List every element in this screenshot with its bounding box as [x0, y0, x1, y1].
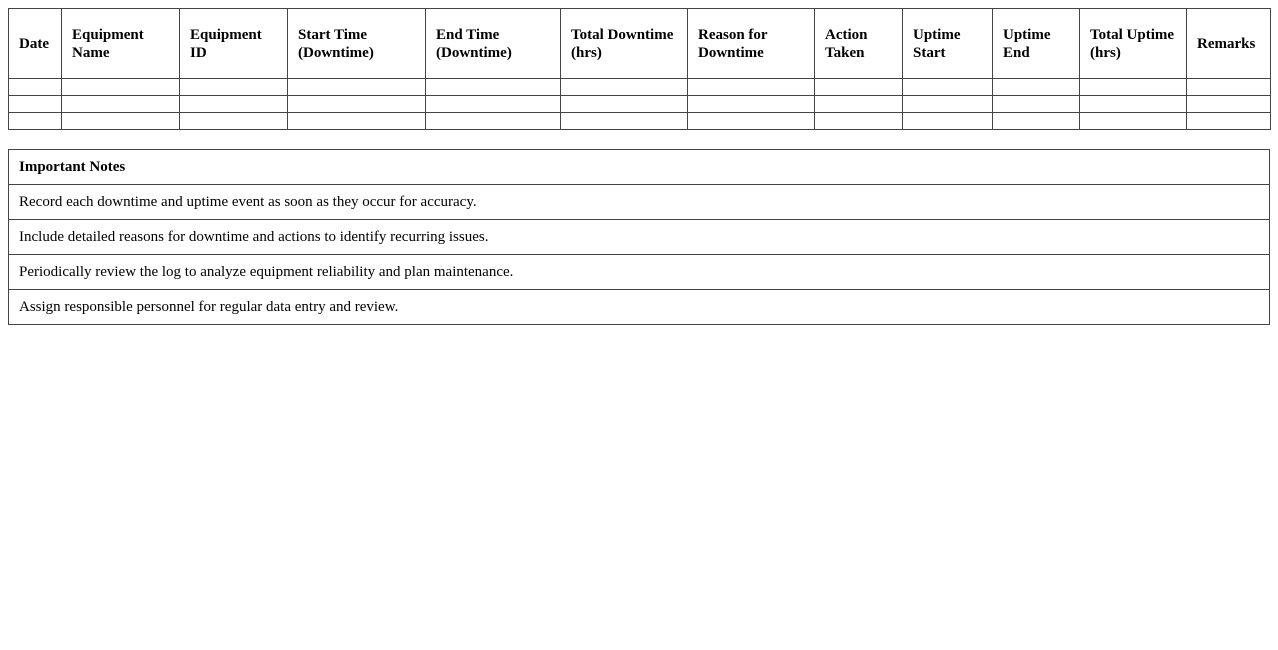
- table-cell[interactable]: [287, 78, 426, 96]
- table-cell[interactable]: [992, 95, 1080, 113]
- column-header: Total Uptime (hrs): [1079, 8, 1187, 79]
- table-cell[interactable]: [179, 112, 288, 130]
- table-cell[interactable]: [8, 95, 62, 113]
- table-row: [8, 78, 1271, 96]
- note-item: Periodically review the log to analyze e…: [8, 254, 1270, 290]
- table-cell[interactable]: [425, 78, 561, 96]
- column-header: End Time (Downtime): [425, 8, 561, 79]
- column-header: Reason for Downtime: [687, 8, 815, 79]
- header-row: Date Equipment Name Equipment ID Start Time…: [8, 8, 1271, 79]
- table-cell[interactable]: [179, 95, 288, 113]
- table-cell[interactable]: [560, 78, 688, 96]
- notes-title: Important Notes: [8, 149, 1270, 185]
- table-cell[interactable]: [814, 112, 903, 130]
- table-cell[interactable]: [992, 112, 1080, 130]
- note-item: Include detailed reasons for downtime an…: [8, 219, 1270, 255]
- table-cell[interactable]: [902, 78, 993, 96]
- table-cell[interactable]: [814, 78, 903, 96]
- table-cell[interactable]: [1079, 95, 1187, 113]
- table-cell[interactable]: [902, 112, 993, 130]
- table-cell[interactable]: [814, 95, 903, 113]
- column-header: Total Downtime (hrs): [560, 8, 688, 79]
- column-header: Start Time (Downtime): [287, 8, 426, 79]
- table-row: [8, 112, 1271, 130]
- downtime-log-table: Date Equipment Name Equipment ID Start Time…: [8, 8, 1271, 130]
- table-cell[interactable]: [61, 112, 180, 130]
- note-item: Record each downtime and uptime event as…: [8, 184, 1270, 220]
- table-cell[interactable]: [61, 95, 180, 113]
- table-cell[interactable]: [992, 78, 1080, 96]
- table-cell[interactable]: [1079, 112, 1187, 130]
- table-cell[interactable]: [1186, 78, 1271, 96]
- table-cell[interactable]: [560, 112, 688, 130]
- table-cell[interactable]: [687, 112, 815, 130]
- table-cell[interactable]: [1079, 78, 1187, 96]
- table-cell[interactable]: [8, 112, 62, 130]
- table-cell[interactable]: [179, 78, 288, 96]
- table-cell[interactable]: [425, 112, 561, 130]
- table-cell[interactable]: [287, 112, 426, 130]
- table-cell[interactable]: [1186, 95, 1271, 113]
- table-cell[interactable]: [560, 95, 688, 113]
- table-row: [8, 95, 1271, 113]
- table-cell[interactable]: [425, 95, 561, 113]
- column-header: Uptime Start: [902, 8, 993, 79]
- important-notes-table: Important Notes Record each downtime and…: [8, 149, 1270, 325]
- column-header: Action Taken: [814, 8, 903, 79]
- table-cell[interactable]: [687, 95, 815, 113]
- column-header: Remarks: [1186, 8, 1271, 79]
- table-cell[interactable]: [1186, 112, 1271, 130]
- table-cell[interactable]: [902, 95, 993, 113]
- table-cell[interactable]: [287, 95, 426, 113]
- table-cell[interactable]: [61, 78, 180, 96]
- column-header: Equipment Name: [61, 8, 180, 79]
- column-header: Date: [8, 8, 62, 79]
- column-header: Equipment ID: [179, 8, 288, 79]
- column-header: Uptime End: [992, 8, 1080, 79]
- table-cell[interactable]: [687, 78, 815, 96]
- table-cell[interactable]: [8, 78, 62, 96]
- note-item: Assign responsible personnel for regular…: [8, 289, 1270, 325]
